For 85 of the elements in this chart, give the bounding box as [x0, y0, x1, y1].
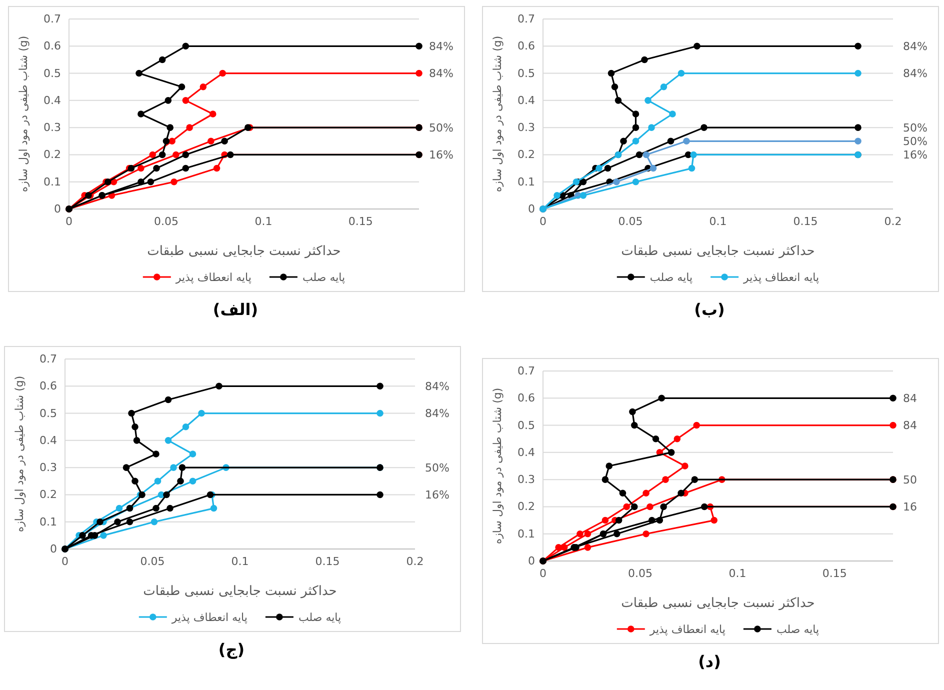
- text: 84%: [429, 67, 454, 80]
- y-tick-label: 0.5: [40, 406, 57, 420]
- text: 84%: [903, 67, 928, 80]
- x-tick-label: 0.05: [154, 214, 178, 228]
- x-tick-label: 0.05: [140, 554, 165, 568]
- legend-label: پایه صلب: [650, 270, 693, 284]
- y-tick-label: 0: [54, 202, 61, 216]
- y-tick-label: 0.1: [518, 527, 535, 540]
- x-tick-label: 0: [540, 214, 546, 228]
- text: 50%: [429, 121, 454, 134]
- legend-label: پایه صلب: [776, 622, 820, 636]
- x-axis-title: حداکثر نسبت جابجایی نسبی طبقات: [621, 596, 815, 611]
- x-axis-title: حداکثر نسبت جابجایی نسبی طبقات: [621, 244, 815, 259]
- x-tick-label: 0: [540, 566, 546, 580]
- text: 84%: [425, 407, 450, 420]
- y-tick-label: 0: [50, 542, 57, 556]
- text: 50: [903, 473, 917, 486]
- y-tick-label: 0.4: [40, 434, 57, 447]
- text: 16%: [903, 148, 928, 162]
- y-tick-label: 0.2: [40, 488, 57, 502]
- text: 84%: [429, 40, 454, 53]
- x-tick-label: 0.15: [348, 214, 373, 228]
- text: 16%: [425, 488, 450, 502]
- text: (ب): [693, 300, 726, 319]
- x-axis-title: حداکثر نسبت جابجایی نسبی طبقات: [147, 244, 341, 259]
- y-tick-label: 0.7: [518, 364, 535, 378]
- y-tick-label: 0.1: [40, 515, 57, 528]
- x-tick-label: 0.05: [628, 566, 652, 580]
- y-tick-label: 0.4: [44, 94, 61, 107]
- y-tick-label: 0.3: [44, 121, 61, 134]
- x-tick-label: 0.05: [618, 214, 643, 228]
- x-tick-label: 0.1: [254, 214, 272, 228]
- legend-label: پایه انعطاف پذیر: [174, 270, 252, 284]
- y-tick-label: 0.7: [40, 352, 57, 366]
- text: 84%: [425, 380, 450, 393]
- x-tick-label: 0.15: [822, 566, 847, 580]
- x-tick-label: 0.1: [231, 554, 249, 568]
- text: 84%: [903, 40, 928, 53]
- x-tick-label: 0.15: [315, 554, 340, 568]
- x-tick-label: 0.2: [884, 214, 902, 228]
- text: 50%: [903, 134, 928, 148]
- y-tick-label: 0.1: [44, 175, 61, 188]
- y-tick-label: 0.5: [518, 66, 535, 80]
- y-tick-label: 0.6: [44, 40, 61, 53]
- x-tick-label: 0: [66, 214, 72, 228]
- y-tick-label: 0: [528, 202, 535, 216]
- text: 16: [903, 500, 917, 514]
- y-tick-label: 0.5: [518, 418, 535, 432]
- y-tick-label: 0.1: [518, 175, 535, 188]
- y-axis-title: شتاب طیفی در مود اول سازه (g): [491, 388, 504, 544]
- y-axis-title: شتاب طیفی در مود اول سازه (g): [491, 36, 504, 192]
- text: (د): [697, 652, 722, 671]
- text: 50%: [903, 121, 928, 134]
- x-tick-label: 0.1: [709, 214, 727, 228]
- x-axis-title: حداکثر نسبت جابجایی نسبی طبقات: [143, 584, 337, 599]
- text: 50%: [425, 461, 450, 474]
- legend-label: پایه انعطاف پذیر: [742, 270, 820, 284]
- text: 84: [903, 392, 917, 405]
- text: (الف): [212, 300, 260, 319]
- y-tick-label: 0.3: [518, 473, 535, 486]
- y-tick-label: 0.5: [44, 66, 61, 80]
- legend-label: پایه صلب: [298, 610, 342, 624]
- y-tick-label: 0.4: [518, 94, 535, 107]
- x-tick-label: 0.1: [728, 566, 746, 580]
- text: 84: [903, 419, 917, 432]
- y-tick-label: 0.2: [518, 500, 535, 514]
- x-tick-label: 0.2: [406, 554, 424, 568]
- y-tick-label: 0.4: [518, 446, 535, 459]
- y-tick-label: 0.6: [40, 380, 57, 393]
- text: (ج): [217, 640, 246, 659]
- y-axis-title: شتاب طیفی در مود اول سازه (g): [17, 36, 30, 192]
- y-tick-label: 0.7: [44, 12, 61, 26]
- y-tick-label: 0.7: [518, 12, 535, 26]
- y-tick-label: 0.3: [40, 461, 57, 474]
- text: 16%: [429, 148, 454, 162]
- y-tick-label: 0.6: [518, 392, 535, 405]
- legend-label: پایه انعطاف پذیر: [648, 622, 726, 636]
- legend-label: پایه صلب: [302, 270, 346, 284]
- y-tick-label: 0.2: [44, 148, 61, 162]
- y-tick-label: 0.3: [518, 121, 535, 134]
- x-tick-label: 0.15: [793, 214, 818, 228]
- legend-label: پایه انعطاف پذیر: [170, 610, 248, 624]
- y-tick-label: 0.6: [518, 40, 535, 53]
- y-axis-title: شتاب طیفی در مود اول سازه (g): [13, 376, 26, 532]
- y-tick-label: 0.2: [518, 148, 535, 162]
